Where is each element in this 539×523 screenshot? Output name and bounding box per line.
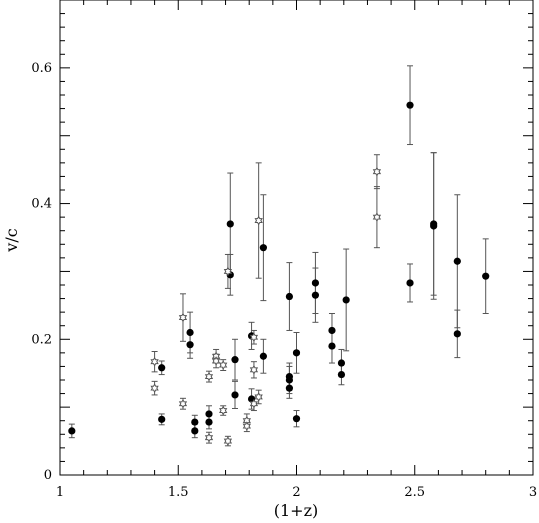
data-point-filled: [259, 244, 267, 252]
y-tick-label: 0: [44, 468, 52, 483]
data-point-star: [254, 392, 263, 402]
y-tick-label: 0.6: [31, 61, 52, 76]
x-tick-label: 1.5: [168, 485, 189, 500]
data-point-filled: [231, 356, 239, 364]
y-tick-label: 0.2: [31, 332, 52, 347]
data-point-filled: [328, 326, 336, 335]
data-point-filled: [337, 370, 346, 379]
data-point-filled: [226, 220, 234, 228]
data-point-star: [219, 360, 228, 370]
data-point-filled: [292, 349, 301, 357]
data-point-star: [223, 266, 233, 277]
data-point-star: [249, 398, 259, 409]
data-point-filled: [406, 101, 414, 109]
x-tick-label: 2: [292, 485, 300, 500]
data-point-star: [204, 371, 214, 382]
data-point-star: [204, 432, 214, 443]
data-points: [68, 101, 490, 446]
data-point-filled: [191, 427, 199, 435]
data-point-star: [178, 312, 188, 323]
y-tick-label: 0.4: [31, 197, 52, 212]
x-axis-label: (1+z): [274, 501, 319, 520]
data-point-filled: [231, 391, 239, 399]
data-point-star: [254, 215, 263, 226]
data-point-filled: [453, 257, 461, 265]
data-point-filled: [285, 376, 294, 384]
data-point-filled: [453, 330, 461, 338]
data-point-star: [223, 436, 233, 446]
data-point-filled: [158, 415, 166, 423]
data-point-filled: [186, 341, 194, 349]
data-point-filled: [259, 352, 267, 360]
data-point-star: [249, 332, 259, 343]
data-point-filled: [205, 418, 213, 426]
data-point-star: [150, 383, 159, 393]
x-tick-labels: 1 1.5 2 2.5 3: [56, 485, 537, 500]
y-axis-label: v/c: [2, 228, 21, 252]
data-point-filled: [328, 342, 336, 350]
data-point-star: [249, 365, 259, 375]
data-point-filled: [337, 359, 346, 367]
x-tick-label: 1: [56, 485, 64, 500]
data-point-filled: [292, 415, 301, 423]
data-point-star: [372, 166, 382, 177]
data-point-star: [372, 212, 382, 222]
data-point-filled: [311, 291, 320, 299]
data-point-filled: [482, 272, 490, 280]
data-point-star: [211, 356, 221, 366]
data-point-filled: [68, 427, 76, 435]
data-point-filled: [191, 418, 199, 426]
data-point-filled: [285, 384, 294, 392]
data-point-star: [242, 421, 251, 431]
data-point-filled: [342, 296, 350, 304]
data-point-filled: [158, 364, 166, 372]
data-point-filled: [205, 410, 213, 418]
data-point-filled: [406, 279, 414, 287]
x-tick-label: 3: [529, 485, 537, 500]
plot-frame: [59, 0, 534, 476]
data-point-star: [219, 405, 228, 416]
data-point-filled: [186, 328, 194, 337]
y-tick-labels: 0 0.2 0.4 0.6: [31, 61, 52, 483]
error-bars: [68, 65, 489, 447]
data-point-filled: [311, 279, 320, 287]
data-point-filled: [285, 292, 294, 301]
data-point-star: [178, 398, 188, 409]
x-tick-label: 2.5: [404, 485, 425, 500]
axis-ticks: [59, 0, 534, 476]
data-point-star: [150, 356, 159, 367]
data-point-filled: [430, 222, 438, 230]
